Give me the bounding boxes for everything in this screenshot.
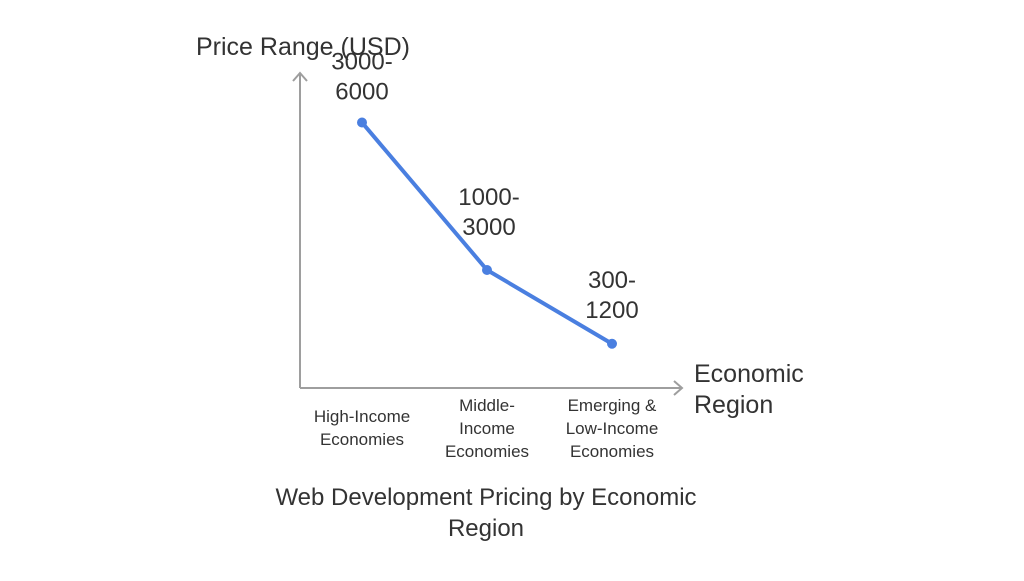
data-point — [482, 265, 492, 275]
x-tick-label: Middle-Income Economies — [445, 396, 529, 461]
x-tick-label: Emerging & Low-Income Economies — [566, 396, 659, 461]
chart-title: Web Development Pricing by Economic Regio… — [275, 484, 696, 542]
data-labels: 3000-6000 1000-3000 300-1200 — [331, 49, 638, 324]
data-label: 1000-3000 — [458, 184, 519, 241]
x-axis-label-text: Economic Region — [694, 360, 804, 419]
y-axis-arrow — [292, 71, 308, 82]
chart-title-text: Web Development Pricing by Economic Regio… — [275, 484, 696, 542]
x-tick-label: High-Income Economies — [314, 407, 410, 449]
data-label: 3000-6000 — [331, 49, 392, 106]
x-tick-labels: High-Income Economies Middle-Income Economi… — [314, 396, 658, 461]
series-line — [357, 117, 617, 349]
x-axis-arrow — [673, 380, 684, 396]
x-axis-label: Economic Region — [694, 360, 804, 419]
y-axis-label: Price Range (USD) — [196, 33, 410, 61]
data-point — [607, 338, 617, 349]
data-point — [357, 117, 367, 128]
data-label: 300-1200 — [585, 267, 638, 324]
axes — [292, 71, 684, 396]
